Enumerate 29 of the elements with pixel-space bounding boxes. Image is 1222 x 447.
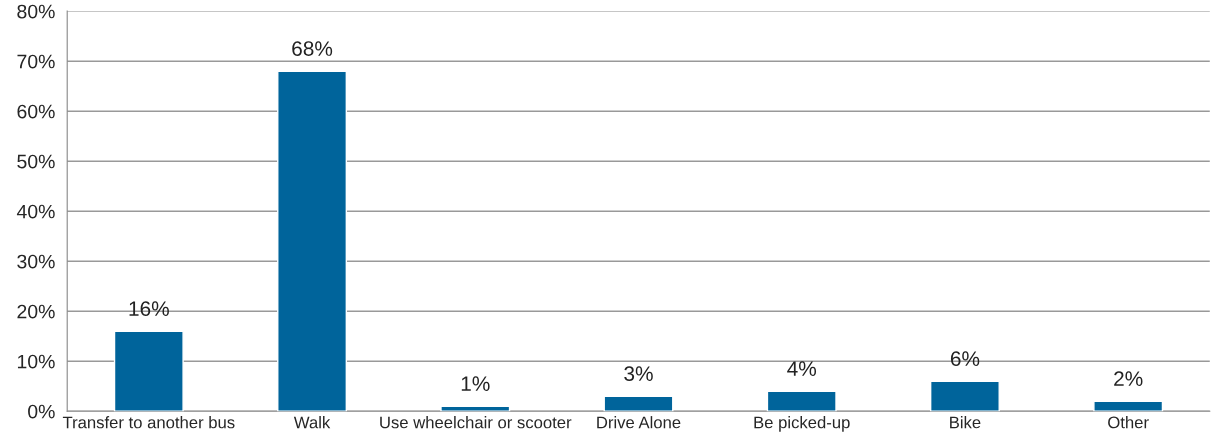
- x-tick-label: Be picked-up: [754, 416, 850, 432]
- bar: [277, 70, 348, 412]
- x-tick-label: Drive Alone: [597, 416, 681, 429]
- bar: [1093, 400, 1164, 412]
- x-tick-label: Use wheelchair or scooter: [380, 416, 572, 429]
- y-tick-label: 20%: [17, 304, 55, 319]
- data-label: 6%: [950, 351, 980, 367]
- x-tick-label: Other: [1108, 416, 1149, 429]
- y-tick-label: 0%: [28, 404, 55, 419]
- data-label: 1%: [461, 376, 490, 391]
- y-tick-label: 10%: [17, 354, 55, 369]
- y-tick-label: 30%: [17, 254, 55, 269]
- bar: [929, 380, 1000, 412]
- y-tick-label: 40%: [16, 204, 55, 219]
- data-label: 16%: [129, 301, 169, 316]
- y-tick-label: 80%: [17, 4, 55, 19]
- y-tick-label: 70%: [17, 54, 55, 69]
- bar: [113, 330, 184, 412]
- data-label: 3%: [624, 366, 653, 382]
- data-label: 2%: [1114, 371, 1143, 386]
- y-tick-label: 50%: [17, 154, 55, 169]
- x-tick-label: Walk: [293, 416, 331, 429]
- data-label: 4%: [787, 361, 817, 376]
- x-tick-label: Transfer to another bus: [62, 416, 235, 429]
- y-tick-label: 60%: [17, 104, 55, 119]
- bar: [603, 395, 674, 412]
- x-tick-label: Bike: [950, 416, 981, 429]
- data-label: 68%: [292, 41, 333, 56]
- bar: [766, 390, 837, 412]
